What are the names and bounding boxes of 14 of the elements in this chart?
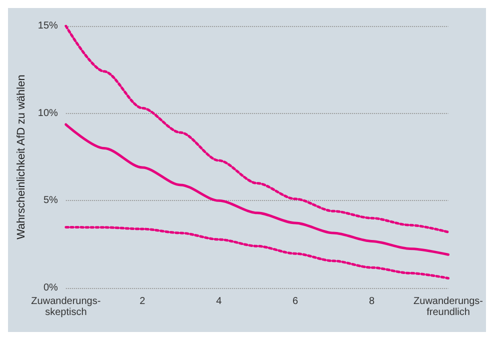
x-tick-label: 2 (140, 296, 146, 307)
line-series (64, 24, 450, 234)
line-series (64, 123, 450, 256)
y-tick-label: 0% (43, 282, 58, 294)
line-series (64, 226, 450, 280)
y-tick-label: 5% (43, 195, 58, 206)
x-tick-label: Zuwanderungs- skeptisch (31, 296, 101, 318)
y-tick-label: 10% (38, 108, 58, 119)
x-tick-label: 4 (216, 296, 222, 307)
x-tick-label: 8 (369, 296, 376, 307)
y-axis-title: Wahrscheinlichkeit AfD zu wählen (16, 74, 28, 240)
x-tick-label: 6 (292, 296, 299, 307)
x-tick-label: Zuwanderungs- freundlich (414, 296, 483, 318)
y-tick-label: 15% (38, 20, 58, 32)
